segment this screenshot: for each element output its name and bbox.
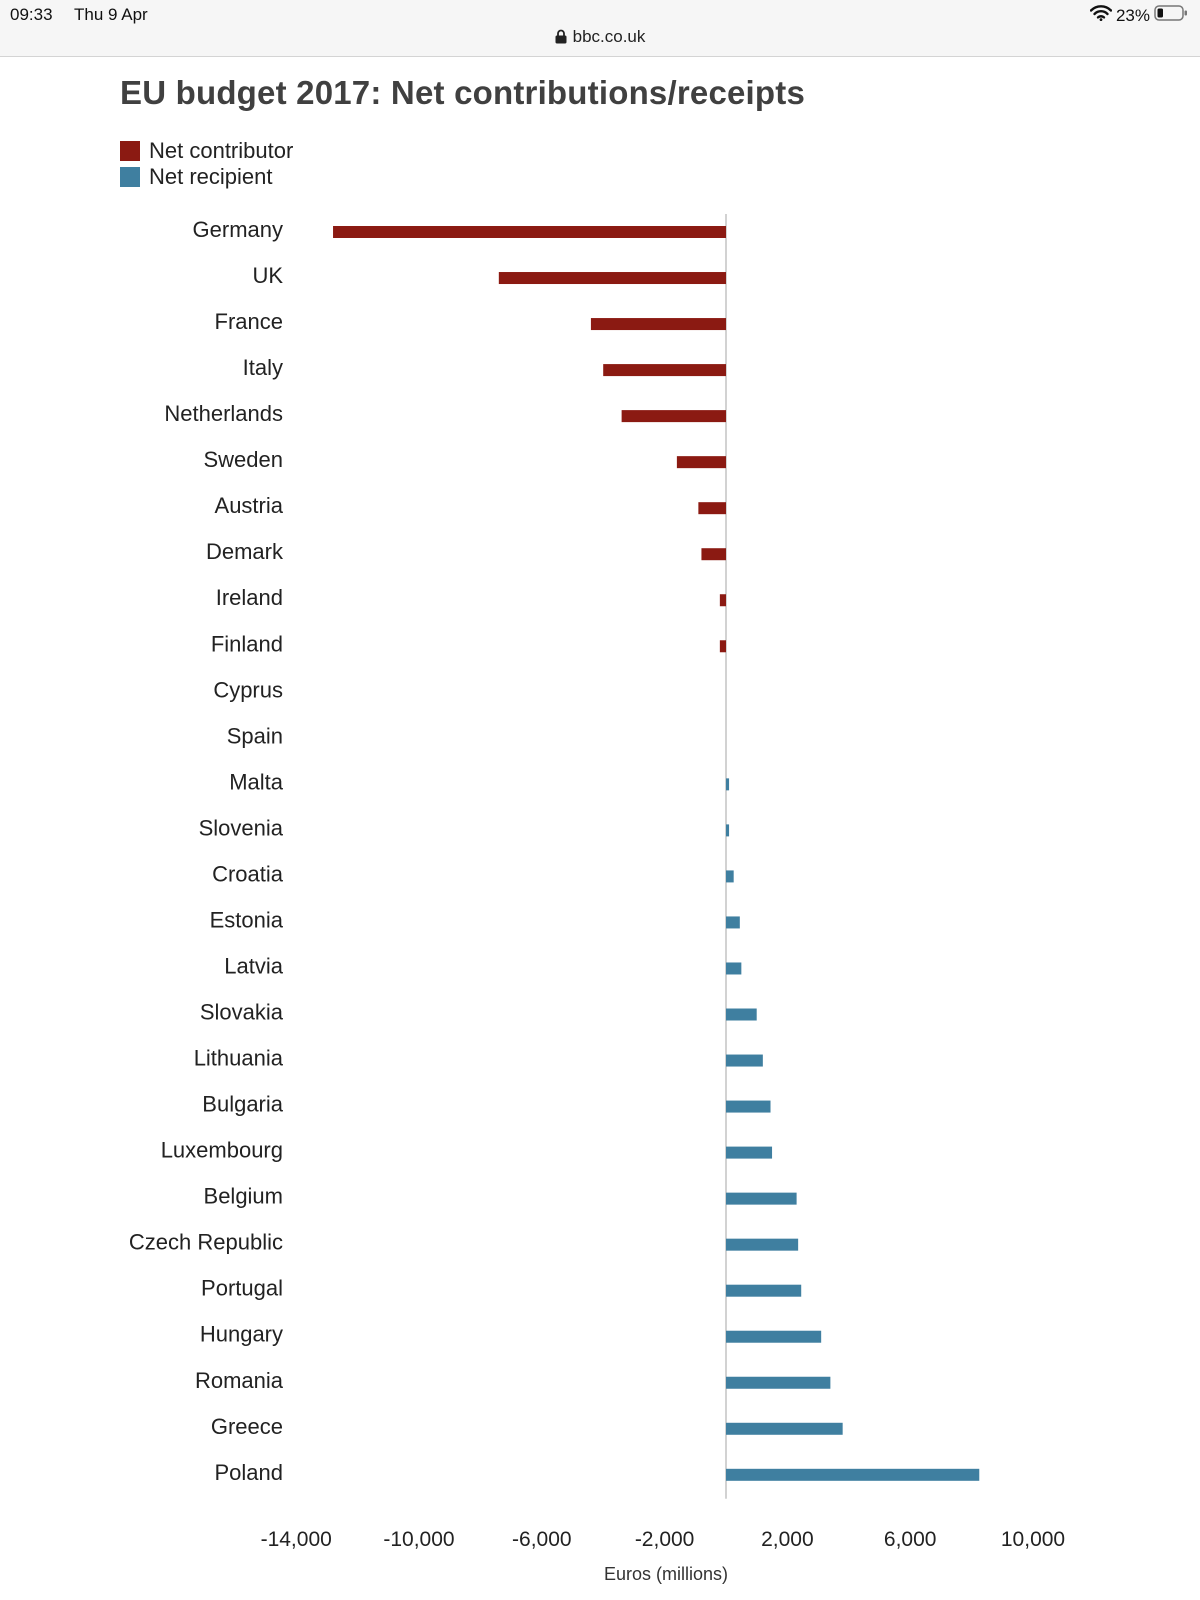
category-label-netherlands: Netherlands [164,401,283,426]
category-label-slovenia: Slovenia [199,815,284,840]
battery-icon [1154,4,1188,27]
category-label-belgium: Belgium [204,1184,283,1209]
address-bar[interactable]: bbc.co.uk [0,27,1200,49]
category-label-italy: Italy [243,355,283,380]
bar-czech-republic [726,1238,799,1251]
legend-swatch-recipient [120,167,140,187]
legend-swatch-contributor [120,141,140,161]
wifi-icon [1089,5,1113,26]
bar-netherlands [621,410,726,423]
bar-latvia [726,962,742,975]
x-tick-label: 6,000 [884,1528,937,1551]
legend-label-contributor: Net contributor [149,138,294,163]
category-label-sweden: Sweden [203,447,283,472]
bar-italy [603,364,726,377]
bar-romania [726,1376,831,1389]
x-tick-label: -10,000 [383,1528,454,1551]
category-label-estonia: Estonia [210,907,284,932]
legend-item-contributor: Net contributor [120,138,293,164]
bar-slovakia [726,1008,757,1021]
bar-hungary [726,1330,822,1343]
status-date: Thu 9 Apr [74,5,148,24]
category-label-austria: Austria [215,493,284,518]
category-label-croatia: Croatia [212,861,284,886]
bar-germany [333,226,726,238]
bar-portugal [726,1284,802,1297]
bar-france [590,318,726,331]
status-indicators: 23% [1089,4,1188,27]
legend-label-recipient: Net recipient [149,164,273,189]
battery-percent: 23% [1115,5,1150,25]
x-tick-label: -2,000 [635,1528,695,1551]
bar-ireland [719,594,726,607]
category-label-germany: Germany [193,217,283,242]
x-tick-label: 2,000 [761,1528,814,1551]
category-label-hungary: Hungary [200,1322,283,1347]
category-label-latvia: Latvia [224,953,283,978]
bar-poland [726,1468,980,1481]
x-axis-title: Euros (millions) [604,1564,728,1584]
category-label-ireland: Ireland [216,585,283,610]
legend: Net contributor Net recipient [120,138,293,190]
status-time: 09:33 [10,5,53,24]
bar-uk [498,272,726,285]
category-label-luxembourg: Luxembourg [161,1138,283,1163]
category-label-greece: Greece [211,1414,283,1439]
x-tick-label: -14,000 [261,1528,332,1551]
category-label-slovakia: Slovakia [200,1000,284,1025]
url-text: bbc.co.uk [572,27,646,46]
category-label-malta: Malta [229,769,284,794]
bar-bulgaria [726,1100,771,1113]
category-label-czech-republic: Czech Republic [129,1230,283,1255]
category-label-lithuania: Lithuania [194,1046,284,1071]
bar-greece [726,1422,843,1435]
bar-finland [719,640,726,653]
x-tick-label: -6,000 [512,1528,572,1551]
bar-demark [701,548,726,561]
category-label-cyprus: Cyprus [213,677,283,702]
bar-malta [726,778,730,791]
bar-croatia [726,870,734,883]
x-tick-label: 10,000 [1001,1528,1065,1551]
category-label-romania: Romania [195,1368,284,1393]
category-label-bulgaria: Bulgaria [202,1092,283,1117]
category-label-portugal: Portugal [201,1276,283,1301]
bar-austria [698,502,726,515]
category-label-france: France [215,309,283,334]
bar-slovenia [726,824,730,837]
bar-sweden [676,456,726,469]
category-label-demark: Demark [206,539,284,564]
category-label-poland: Poland [214,1460,283,1485]
chart-title: EU budget 2017: Net contributions/receip… [120,74,806,111]
legend-item-recipient: Net recipient [120,164,293,190]
bar-lithuania [726,1054,763,1067]
bar-belgium [726,1192,797,1205]
category-label-uk: UK [252,263,283,288]
bar-estonia [726,916,740,929]
bar-luxembourg [726,1146,773,1159]
category-label-spain: Spain [227,723,283,748]
category-label-finland: Finland [211,631,283,656]
status-bar: 09:33 Thu 9 Apr 23% bbc.co.uk [0,0,1200,57]
lock-icon [555,29,567,49]
